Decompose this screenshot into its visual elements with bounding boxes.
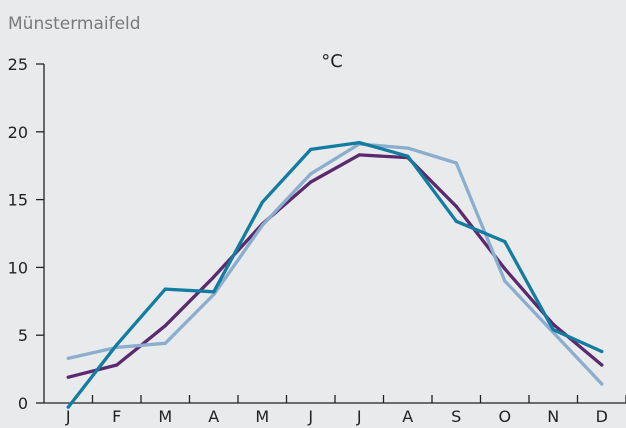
series-2-point [406,146,409,149]
x-tick-label: M [255,407,269,426]
y-tick-label: 20 [8,123,28,142]
series-3-point [503,240,506,243]
series-3-point [164,287,167,290]
series-line-3 [68,143,602,408]
series-1-point [600,363,603,366]
x-tick-label: S [451,407,461,426]
y-tick-label: 25 [8,55,28,74]
x-tick-label: F [112,407,121,426]
series-1-point [67,376,70,379]
unit-label: °C [321,51,343,72]
series-2-point [309,172,312,175]
y-tick-label: 10 [8,258,28,277]
series-1-point [503,267,506,270]
x-tick-label: O [498,407,511,426]
series-2-point [261,224,264,227]
x-tick-label: D [596,407,608,426]
series-lines [67,141,604,409]
series-1-point [212,275,215,278]
series-2-point [164,342,167,345]
series-line-2 [68,144,602,384]
series-3-point [358,141,361,144]
x-tick-label: A [208,407,219,426]
series-2-point [503,279,506,282]
series-3-point [600,350,603,353]
series-2-point [455,161,458,164]
x-tick-label: N [547,407,559,426]
series-3-point [455,220,458,223]
series-3-point [261,201,264,204]
y-ticks: 0 5 10 15 20 25 [8,55,44,413]
place-label: Münstermaifeld [8,14,141,34]
x-tick-label: J [307,407,313,426]
series-3-point [406,155,409,158]
x-tick-label: J [65,407,71,426]
series-2-point [67,357,70,360]
x-tick-label: M [158,407,172,426]
series-1-point [358,153,361,156]
x-tick-label: A [402,407,413,426]
series-3-point [552,328,555,331]
y-tick-label: 15 [8,191,28,210]
series-3-point [309,148,312,151]
x-tick-label: J [356,407,362,426]
series-3-point [212,290,215,293]
series-3-point [67,405,70,408]
series-1-point [115,363,118,366]
series-1-point [309,180,312,183]
series-2-point [600,382,603,385]
y-tick-label: 0 [18,394,28,413]
series-1-point [164,324,167,327]
y-tick-label: 5 [18,326,28,345]
series-3-point [115,343,118,346]
series-1-point [455,205,458,208]
